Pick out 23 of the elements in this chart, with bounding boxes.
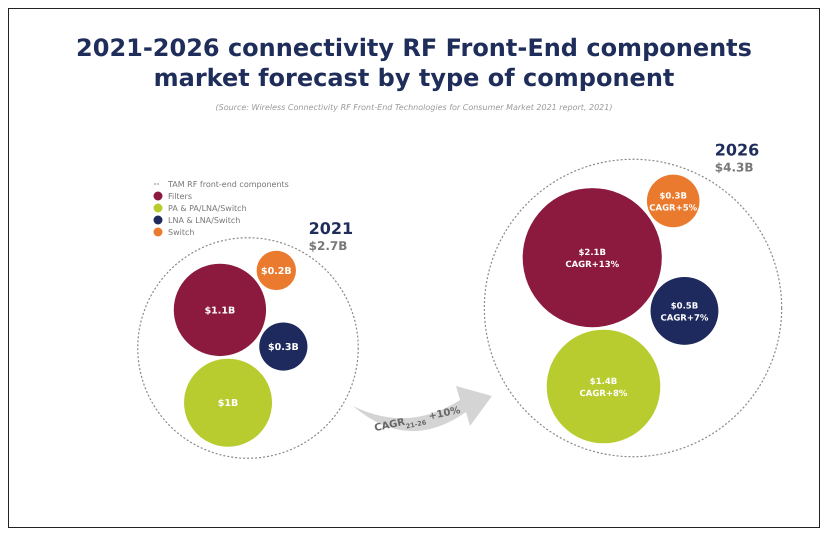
legend-label: LNA & LNA/Switch	[168, 216, 240, 225]
data-label: $1.4B	[590, 377, 618, 387]
legend-label: PA & PA/LNA/Switch	[168, 204, 247, 213]
text: $4.3B	[714, 160, 754, 174]
data-label: $1.1B	[204, 305, 236, 316]
text: CAGR+8%	[580, 389, 628, 399]
text: (Source: Wireless Connectivity RF Front-End Technologies for Consumer Market 2021 report, 2021)	[216, 103, 612, 112]
data-label: $0.5B	[670, 301, 698, 312]
data-label: $0.3B	[659, 191, 687, 202]
data-label: $2.1B	[578, 248, 606, 258]
data-label: $0.2B	[260, 266, 292, 277]
legend-label: Filters	[168, 192, 192, 201]
text: $2.7B	[308, 238, 348, 253]
text: CAGR+7%	[660, 313, 709, 324]
legend-label: Switch	[168, 228, 194, 237]
text: CAGR+5%	[649, 203, 698, 214]
data-label: $1B	[218, 398, 238, 410]
legend-title: TAM RF front-end components	[167, 180, 289, 189]
category-label: 2026	[714, 140, 760, 160]
category-label: 2021	[308, 218, 354, 238]
data-label: $0.3B	[268, 342, 299, 354]
text: 2021-2026 connectivity RF Front-End components market forecast by type of component	[76, 34, 752, 92]
text: CAGR+13%	[565, 260, 620, 270]
